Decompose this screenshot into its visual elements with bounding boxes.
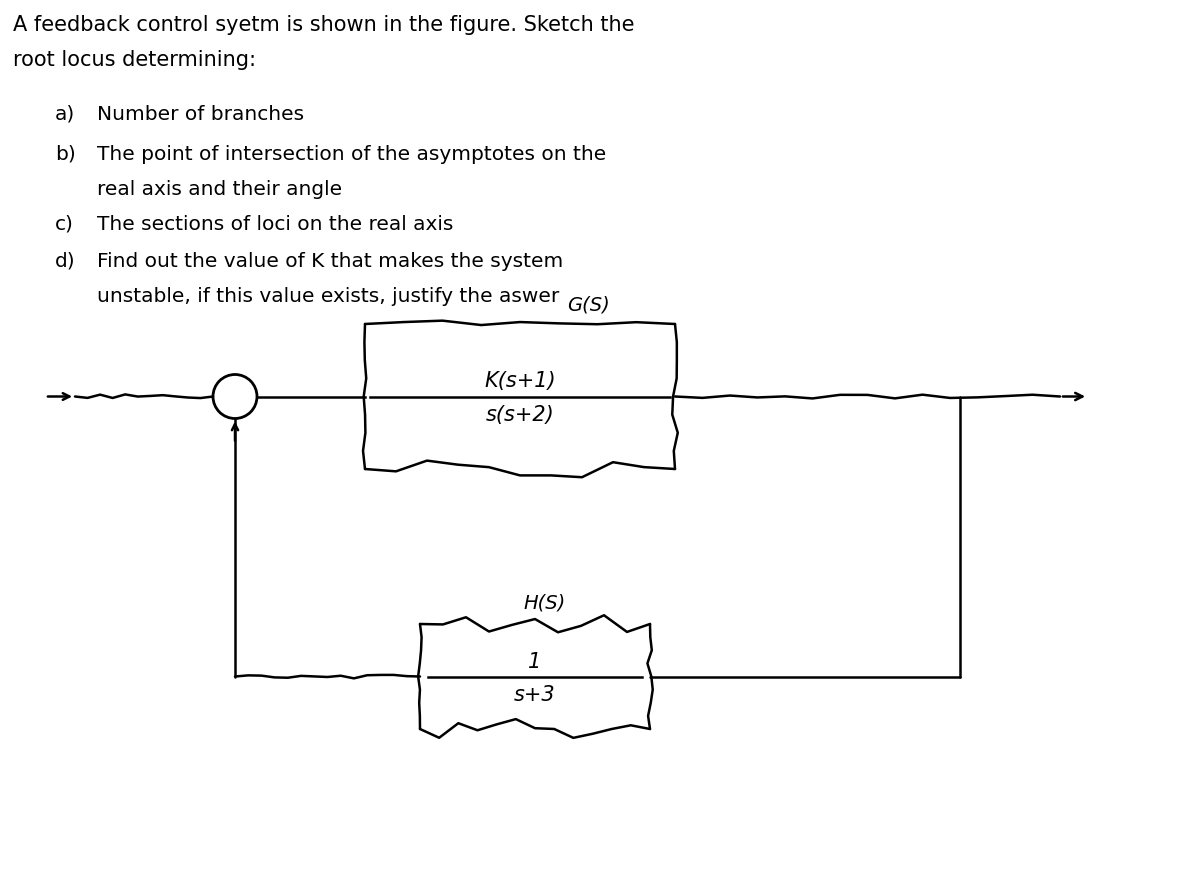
Text: a): a)	[55, 105, 76, 124]
Text: The point of intersection of the asymptotes on the: The point of intersection of the asympto…	[97, 145, 606, 164]
Text: s(s+2): s(s+2)	[486, 405, 554, 425]
Text: unstable, if this value exists, justify the aswer: unstable, if this value exists, justify …	[97, 287, 559, 306]
Text: root locus determining:: root locus determining:	[13, 50, 256, 70]
Text: The sections of loci on the real axis: The sections of loci on the real axis	[97, 215, 454, 234]
Text: G(S): G(S)	[566, 295, 610, 315]
Text: A feedback control syetm is shown in the figure. Sketch the: A feedback control syetm is shown in the…	[13, 15, 635, 35]
Text: real axis and their angle: real axis and their angle	[97, 180, 342, 199]
Text: c): c)	[55, 215, 74, 234]
Text: H(S): H(S)	[524, 594, 566, 613]
Text: d): d)	[55, 252, 76, 270]
Text: 1: 1	[528, 652, 541, 672]
Text: s+3: s+3	[514, 685, 556, 705]
Text: b): b)	[55, 145, 76, 164]
Text: Number of branches: Number of branches	[97, 105, 304, 124]
Text: K(s+1): K(s+1)	[484, 371, 556, 391]
Text: Find out the value of K that makes the system: Find out the value of K that makes the s…	[97, 252, 563, 270]
